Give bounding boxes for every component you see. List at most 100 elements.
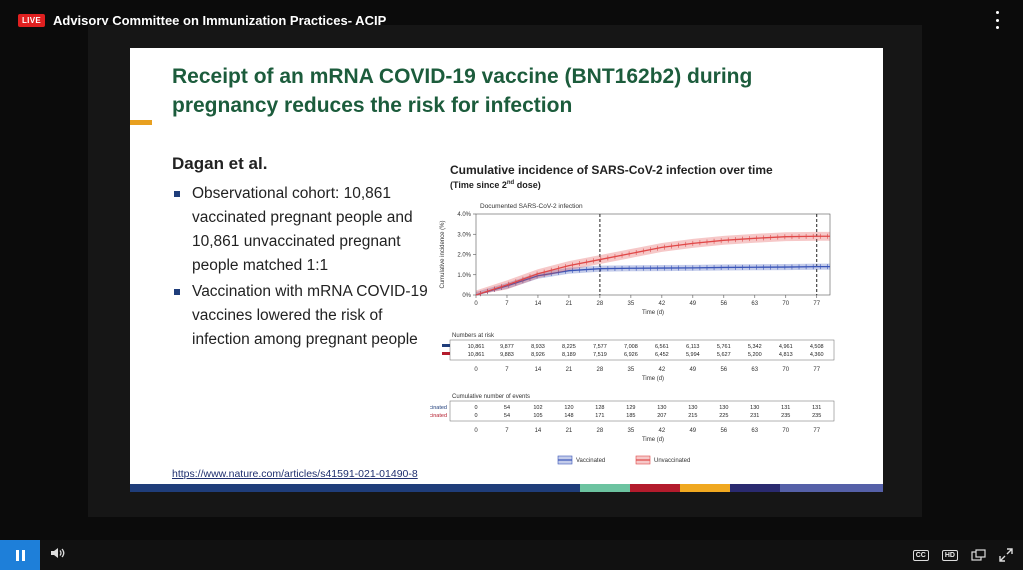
events-x-tick: 42 — [659, 428, 666, 434]
picture-in-picture-icon[interactable] — [971, 549, 986, 561]
plot-frame — [475, 213, 831, 296]
at-risk-x-tick: 28 — [597, 367, 604, 373]
stripe-segment — [580, 484, 630, 492]
chart-svg: Documented SARS-CoV-2 infection 0% 1.0% 2.0… — [430, 203, 835, 465]
x-tick-label: 35 — [628, 301, 635, 307]
events-cell: 0 — [474, 405, 477, 411]
y-tick-label: 2.0% — [457, 253, 471, 259]
events-x-tick: 0 — [474, 428, 478, 434]
at-risk-cell: 6,926 — [624, 352, 638, 358]
source-link[interactable]: https://www.nature.com/articles/s41591-0… — [172, 468, 418, 480]
y-tick-label: 3.0% — [457, 232, 471, 238]
stripe-segment — [630, 484, 680, 492]
series-line — [475, 235, 830, 296]
stripe-segment — [680, 484, 730, 492]
at-risk-cell: 6,452 — [655, 352, 669, 358]
at-risk-cell: 10,861 — [468, 352, 485, 358]
at-risk-cell: 9,883 — [500, 352, 514, 358]
at-risk-cell: 5,761 — [717, 344, 731, 350]
at-risk-cell: 7,008 — [624, 344, 638, 350]
at-risk-cell: 4,508 — [810, 344, 824, 350]
at-risk-cell: 9,877 — [500, 344, 514, 350]
stripe-segment — [280, 484, 580, 492]
panel-label: Documented SARS-CoV-2 infection — [480, 203, 583, 210]
at-risk-x-tick: 70 — [782, 367, 789, 373]
at-risk-cell: 7,577 — [593, 344, 607, 350]
events-x-tick: 63 — [751, 428, 758, 434]
video-title[interactable]: Advisory Committee on Immunization Pract… — [52, 12, 387, 28]
events-cell: 235 — [812, 413, 821, 419]
player-control-bar: CC HD — [0, 540, 1023, 570]
at-risk-x-tick: 49 — [689, 367, 696, 373]
bullet-text: Vaccination with mRNA COVID-19 vaccines … — [192, 283, 428, 348]
events-cell: 131 — [812, 405, 821, 411]
events-x-tick: 77 — [813, 428, 820, 434]
events-cell: 105 — [533, 413, 542, 419]
events-cell: 54 — [504, 413, 510, 419]
at-risk-x-tick: 56 — [720, 367, 727, 373]
at-risk-cell: 8,189 — [562, 352, 576, 358]
at-risk-cell: 10,861 — [468, 344, 485, 350]
player-top-bar: LIVE Advisory Committee on Immunization … — [0, 0, 1023, 40]
events-row-label: Vaccinated — [430, 405, 447, 411]
pause-button[interactable] — [0, 540, 40, 570]
events-x-label: Time (d) — [642, 437, 664, 443]
at-risk-x-tick: 35 — [628, 367, 635, 373]
events-x-tick: 70 — [782, 428, 789, 434]
at-risk-cell: 5,994 — [686, 352, 700, 358]
stripe-segment — [730, 484, 780, 492]
at-risk-row-key — [442, 344, 450, 347]
x-tick-label: 0 — [474, 301, 478, 307]
bullet-marker-icon — [174, 191, 180, 197]
events-title: Cumulative number of events — [452, 394, 530, 400]
at-risk-cell: 4,813 — [779, 352, 793, 358]
at-risk-cell: 8,926 — [531, 352, 545, 358]
y-tick-label: 4.0% — [457, 212, 471, 218]
at-risk-cell: 5,342 — [748, 344, 762, 350]
events-cell: 215 — [688, 413, 697, 419]
x-axis-label: Time (d) — [642, 310, 664, 316]
bullet-item: Vaccination with mRNA COVID-19 vaccines … — [172, 280, 432, 352]
at-risk-cell: 5,200 — [748, 352, 762, 358]
volume-icon[interactable] — [50, 546, 66, 565]
events-cell: 0 — [474, 413, 477, 419]
events-x-tick: 14 — [535, 428, 542, 434]
events-cell: 148 — [564, 413, 573, 419]
events-cell: 130 — [657, 405, 666, 411]
y-axis-label: Cumulative incidence (%) — [440, 220, 446, 288]
at-risk-cell: 8,225 — [562, 344, 576, 350]
series-ci-band — [476, 231, 830, 295]
chart-subtitle: (Time since 2nd dose) — [450, 180, 541, 190]
events-cell: 130 — [688, 405, 697, 411]
at-risk-x-tick: 77 — [813, 367, 820, 373]
x-tick-label: 49 — [689, 301, 696, 307]
events-cell: 128 — [595, 405, 604, 411]
events-x-tick: 7 — [505, 428, 509, 434]
x-tick-label: 28 — [597, 301, 604, 307]
at-risk-x-tick: 0 — [474, 367, 478, 373]
fullscreen-icon[interactable] — [999, 548, 1013, 562]
more-options-icon[interactable] — [993, 11, 1001, 29]
incidence-chart: Cumulative incidence of SARS-CoV-2 infec… — [430, 160, 850, 480]
captions-button[interactable]: CC — [912, 549, 929, 561]
events-cell: 120 — [564, 405, 573, 411]
bullet-list: Observational cohort: 10,861 vaccinated … — [172, 182, 432, 354]
events-x-tick: 35 — [628, 428, 635, 434]
x-tick-label: 7 — [505, 301, 509, 307]
live-badge: LIVE — [18, 13, 45, 27]
bullet-item: Observational cohort: 10,861 vaccinated … — [172, 182, 432, 278]
chart-title: Cumulative incidence of SARS-CoV-2 infec… — [450, 163, 773, 177]
presentation-slide: Receipt of an mRNA COVID-19 vaccine (BNT… — [130, 48, 883, 492]
events-x-tick: 28 — [597, 428, 604, 434]
slide-author: Dagan et al. — [172, 154, 268, 173]
x-tick-label: 21 — [566, 301, 573, 307]
y-tick-label: 1.0% — [457, 273, 471, 279]
x-tick-label: 63 — [751, 301, 758, 307]
x-tick-label: 77 — [813, 301, 820, 307]
at-risk-x-label: Time (d) — [642, 376, 664, 382]
at-risk-x-tick: 42 — [659, 367, 666, 373]
hd-quality-button[interactable]: HD — [941, 549, 958, 561]
at-risk-cell: 5,627 — [717, 352, 731, 358]
events-x-tick: 49 — [689, 428, 696, 434]
